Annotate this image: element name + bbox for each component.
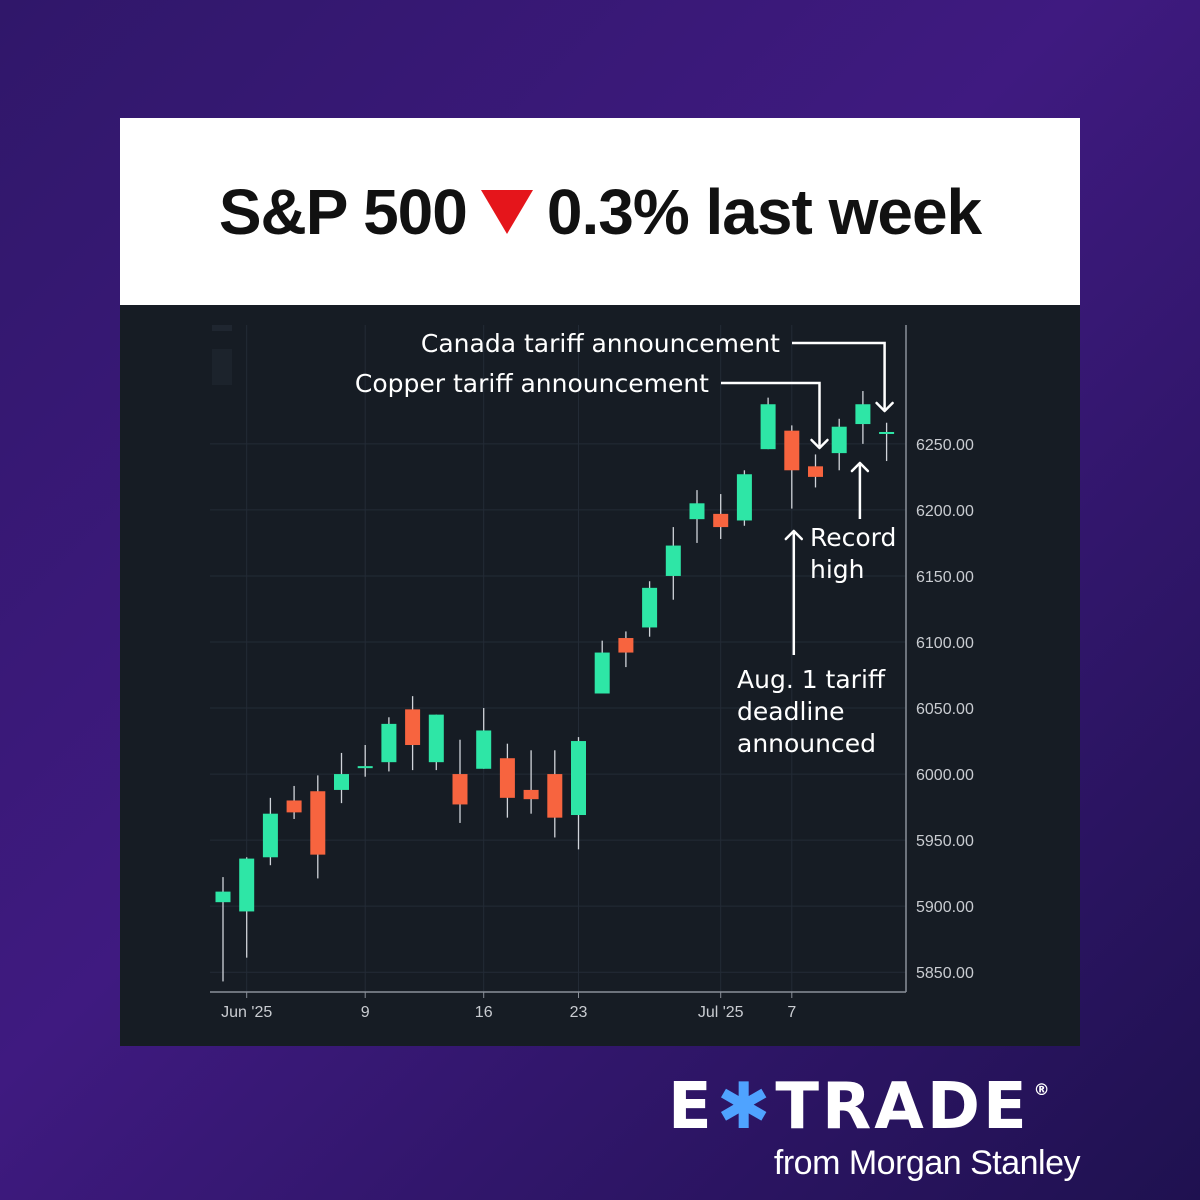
- annotation-canada-connector: [792, 341, 886, 409]
- brand-word-trade: TRADE: [775, 1070, 1030, 1144]
- registered-mark: ®: [1033, 1079, 1053, 1099]
- annotation-copper: Copper tariff announcement: [355, 369, 709, 398]
- headline: S&P 500 0.3% last week: [218, 175, 982, 249]
- candle-body: [855, 404, 871, 425]
- brand-logo: E ✱ TRADE ® from Morgan Stanley: [668, 1070, 1088, 1190]
- candle-body: [381, 723, 397, 763]
- x-tick-label: Jun '25: [221, 1004, 272, 1021]
- down-triangle-icon: [480, 189, 533, 234]
- candle-body: [262, 813, 278, 858]
- candle-body: [618, 638, 634, 653]
- candle-body: [452, 774, 468, 805]
- candle-body: [215, 891, 231, 903]
- annotation-aug1: announced: [737, 729, 876, 758]
- y-tick-label: 6150.00: [916, 569, 974, 586]
- candle-body: [428, 714, 444, 763]
- y-tick-label: 6050.00: [916, 701, 974, 718]
- x-tick-label: 9: [361, 1004, 370, 1021]
- brand-letter-e: E: [668, 1070, 715, 1144]
- annotation-aug1: Aug. 1 tariff: [737, 665, 886, 694]
- candle-body: [760, 404, 776, 450]
- y-tick-label: 5950.00: [916, 833, 974, 850]
- headline-change: 0.3% last week: [546, 175, 982, 248]
- star-burst-icon: ✱: [716, 1070, 774, 1144]
- annotation-canada: Canada tariff announcement: [421, 329, 780, 358]
- x-tick-label: Jul '25: [698, 1004, 744, 1021]
- annotation-aug1: deadline: [737, 697, 845, 726]
- candle-body: [879, 431, 895, 434]
- x-tick-label: 7: [787, 1004, 796, 1021]
- headline-index: S&P 500: [218, 175, 468, 248]
- candle-body: [286, 800, 302, 813]
- candlestick-chart: 5850.00 5900.00 5950.00 6000.00 6050.00 6100.…: [210, 325, 974, 1021]
- x-tick-label: 23: [570, 1004, 588, 1021]
- y-tick-label: 6000.00: [916, 767, 974, 784]
- candle-body: [642, 587, 658, 628]
- candle-body: [310, 791, 326, 855]
- annotation-copper-connector: [721, 381, 821, 446]
- chart-panel: 5850.00 5900.00 5950.00 6000.00 6050.00 6100.…: [120, 305, 1080, 1046]
- y-tick-label: 6100.00: [916, 635, 974, 652]
- candle-body: [523, 789, 539, 800]
- candle-body: [476, 730, 492, 769]
- annotation-aug1-arrow-icon: [784, 529, 804, 541]
- candle-body: [665, 545, 681, 576]
- candle-body: [808, 466, 823, 477]
- candle-body: [357, 766, 373, 769]
- candle-body: [594, 652, 610, 694]
- annotation-record-high: Record: [810, 523, 896, 552]
- brand-tagline: from Morgan Stanley: [773, 1144, 1081, 1182]
- headline-card: S&P 500 0.3% last week: [120, 118, 1080, 305]
- candle-body: [736, 474, 752, 521]
- candle-body: [689, 503, 705, 520]
- toolbar-placeholder: [212, 349, 232, 385]
- annotation-record-arrow-icon: [850, 461, 870, 473]
- y-tick-label: 5850.00: [916, 965, 974, 982]
- brand-wordmark: E ✱ TRADE ®: [668, 1070, 1053, 1144]
- candle-body: [334, 774, 349, 790]
- y-tick-label: 6200.00: [916, 503, 974, 520]
- candle-body: [547, 774, 563, 818]
- candle-body: [499, 758, 515, 798]
- candle-body: [405, 709, 421, 746]
- toolbar-placeholder: [212, 325, 232, 331]
- annotation-record-high: high: [810, 555, 865, 584]
- candle-body: [713, 513, 729, 528]
- y-tick-label: 6250.00: [916, 437, 974, 454]
- y-tick-label: 5900.00: [916, 899, 974, 916]
- x-tick-label: 16: [475, 1004, 493, 1021]
- candle-body: [239, 858, 255, 912]
- candle-body: [784, 430, 800, 471]
- annotation-copper-arrow-icon: [810, 438, 829, 450]
- annotation-canada-arrow-icon: [875, 401, 894, 413]
- candle-body: [571, 741, 586, 816]
- candle-body: [831, 426, 847, 454]
